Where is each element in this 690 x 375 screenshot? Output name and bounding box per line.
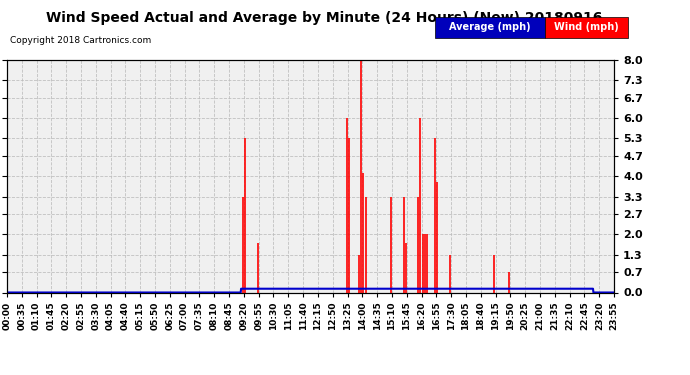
Text: Copyright 2018 Cartronics.com: Copyright 2018 Cartronics.com	[10, 36, 152, 45]
Text: Average (mph): Average (mph)	[449, 22, 531, 32]
Text: Wind (mph): Wind (mph)	[554, 22, 619, 32]
Text: Wind Speed Actual and Average by Minute (24 Hours) (New) 20180916: Wind Speed Actual and Average by Minute …	[46, 11, 602, 25]
